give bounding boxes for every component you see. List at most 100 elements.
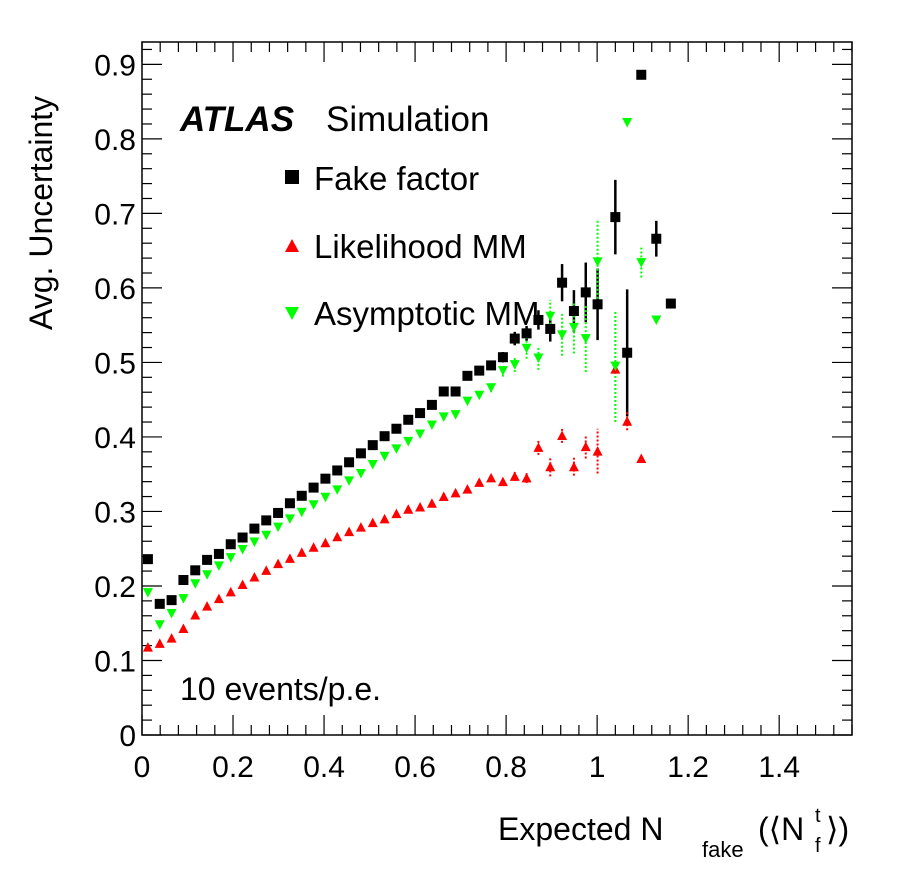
- point-fake-factor: [237, 532, 248, 543]
- point-asymptotic-mm: [580, 334, 591, 344]
- x-tick-label: 1: [589, 751, 606, 784]
- point-asymptotic-mm: [344, 476, 355, 486]
- point-fake-factor: [154, 598, 165, 609]
- point-fake-factor: [308, 482, 319, 493]
- y-tick-label: 0.7: [94, 198, 136, 231]
- x-tick-label: 0.4: [303, 751, 345, 784]
- point-asymptotic-mm: [592, 257, 603, 267]
- point-likelihood-mm: [154, 638, 165, 648]
- x-tick-label: 0.6: [394, 751, 436, 784]
- point-likelihood-mm: [332, 531, 343, 542]
- point-asymptotic-mm: [636, 258, 647, 268]
- point-asymptotic-mm: [178, 594, 189, 604]
- x-tick-label: 1.4: [758, 751, 800, 784]
- point-fake-factor: [462, 370, 473, 381]
- point-fake-factor: [651, 233, 662, 244]
- point-fake-factor: [545, 323, 556, 334]
- point-likelihood-mm: [296, 547, 307, 557]
- axis-ticks: [141, 42, 853, 736]
- point-asymptotic-mm: [509, 360, 520, 370]
- point-likelihood-mm: [142, 642, 153, 652]
- point-asymptotic-mm: [213, 561, 224, 571]
- y-tick-label: 0.8: [94, 124, 136, 157]
- point-likelihood-mm: [622, 416, 633, 426]
- point-fake-factor: [622, 347, 633, 358]
- y-tick-label: 0.3: [94, 496, 136, 529]
- point-likelihood-mm: [178, 623, 189, 633]
- point-asymptotic-mm: [497, 366, 508, 376]
- point-likelihood-mm: [415, 501, 426, 512]
- point-fake-factor: [284, 498, 295, 509]
- y-axis-title: Avg. Uncertainty: [23, 96, 59, 330]
- point-likelihood-mm: [225, 586, 236, 597]
- point-likelihood-mm: [273, 558, 284, 569]
- point-fake-factor: [166, 595, 177, 606]
- legend-label-asymptotic-mm: Asymptotic MM: [314, 295, 540, 332]
- point-likelihood-mm: [190, 610, 201, 620]
- point-asymptotic-mm: [450, 410, 461, 420]
- legend-label-fake-factor: Fake factor: [314, 160, 479, 197]
- x-tick-label: 0.8: [485, 751, 527, 784]
- point-likelihood-mm: [509, 471, 520, 481]
- y-tick-label: 0.2: [94, 571, 136, 604]
- point-fake-factor: [415, 408, 426, 419]
- point-likelihood-mm: [426, 498, 437, 508]
- point-asymptotic-mm: [190, 579, 201, 589]
- point-fake-factor: [273, 507, 284, 518]
- point-likelihood-mm: [166, 633, 177, 643]
- error-bars: [490, 179, 658, 486]
- point-asymptotic-mm: [367, 460, 378, 470]
- point-fake-factor: [190, 565, 201, 576]
- point-fake-factor: [450, 386, 461, 397]
- point-likelihood-mm: [474, 477, 485, 487]
- legend: Fake factor Likelihood MM Asymptotic MM: [285, 160, 540, 332]
- point-fake-factor: [438, 386, 449, 397]
- point-fake-factor: [178, 575, 189, 586]
- point-fake-factor: [225, 539, 236, 550]
- point-likelihood-mm: [486, 472, 497, 483]
- legend-marker-fake-factor: [285, 170, 299, 184]
- point-fake-factor: [665, 298, 676, 309]
- point-likelihood-mm: [355, 522, 366, 532]
- y-tick-label: 0.5: [94, 347, 136, 380]
- x-tick-label: 0: [134, 751, 151, 784]
- point-asymptotic-mm: [202, 570, 213, 580]
- point-asymptotic-mm: [284, 514, 295, 524]
- point-fake-factor: [261, 515, 272, 526]
- point-likelihood-mm: [379, 513, 390, 524]
- point-asymptotic-mm: [391, 444, 402, 454]
- point-fake-factor: [509, 333, 520, 344]
- point-likelihood-mm: [249, 572, 260, 582]
- legend-marker-asymptotic-mm: [285, 307, 299, 320]
- point-asymptotic-mm: [154, 620, 165, 630]
- point-asymptotic-mm: [426, 420, 437, 431]
- point-likelihood-mm: [213, 593, 224, 604]
- point-asymptotic-mm: [225, 553, 236, 563]
- point-likelihood-mm: [533, 442, 544, 452]
- point-likelihood-mm: [497, 476, 508, 487]
- point-fake-factor: [379, 431, 390, 442]
- point-fake-factor: [610, 212, 621, 223]
- point-asymptotic-mm: [249, 537, 260, 548]
- x-axis-title-paren-close: ⟩): [826, 811, 849, 847]
- point-fake-factor: [202, 554, 213, 565]
- point-asymptotic-mm: [557, 330, 568, 340]
- point-fake-factor: [580, 287, 591, 298]
- point-asymptotic-mm: [355, 468, 366, 479]
- point-likelihood-mm: [261, 565, 272, 575]
- point-asymptotic-mm: [438, 412, 449, 422]
- point-asymptotic-mm: [320, 492, 331, 503]
- y-tick-label: 0: [119, 720, 136, 753]
- x-tick-labels: 0 0.2 0.4 0.6 0.8 1 1.2 1.4: [134, 751, 800, 784]
- x-axis-title-sub: fake: [702, 837, 744, 862]
- point-asymptotic-mm: [403, 436, 414, 447]
- x-axis-title-paren-sup: t: [815, 805, 821, 827]
- data-points: [142, 69, 676, 652]
- point-fake-factor: [320, 473, 331, 484]
- point-asymptotic-mm: [308, 500, 319, 510]
- point-likelihood-mm: [636, 453, 647, 464]
- x-tick-label: 1.2: [667, 751, 709, 784]
- point-likelihood-mm: [237, 579, 248, 589]
- point-likelihood-mm: [521, 472, 532, 483]
- point-likelihood-mm: [545, 461, 556, 472]
